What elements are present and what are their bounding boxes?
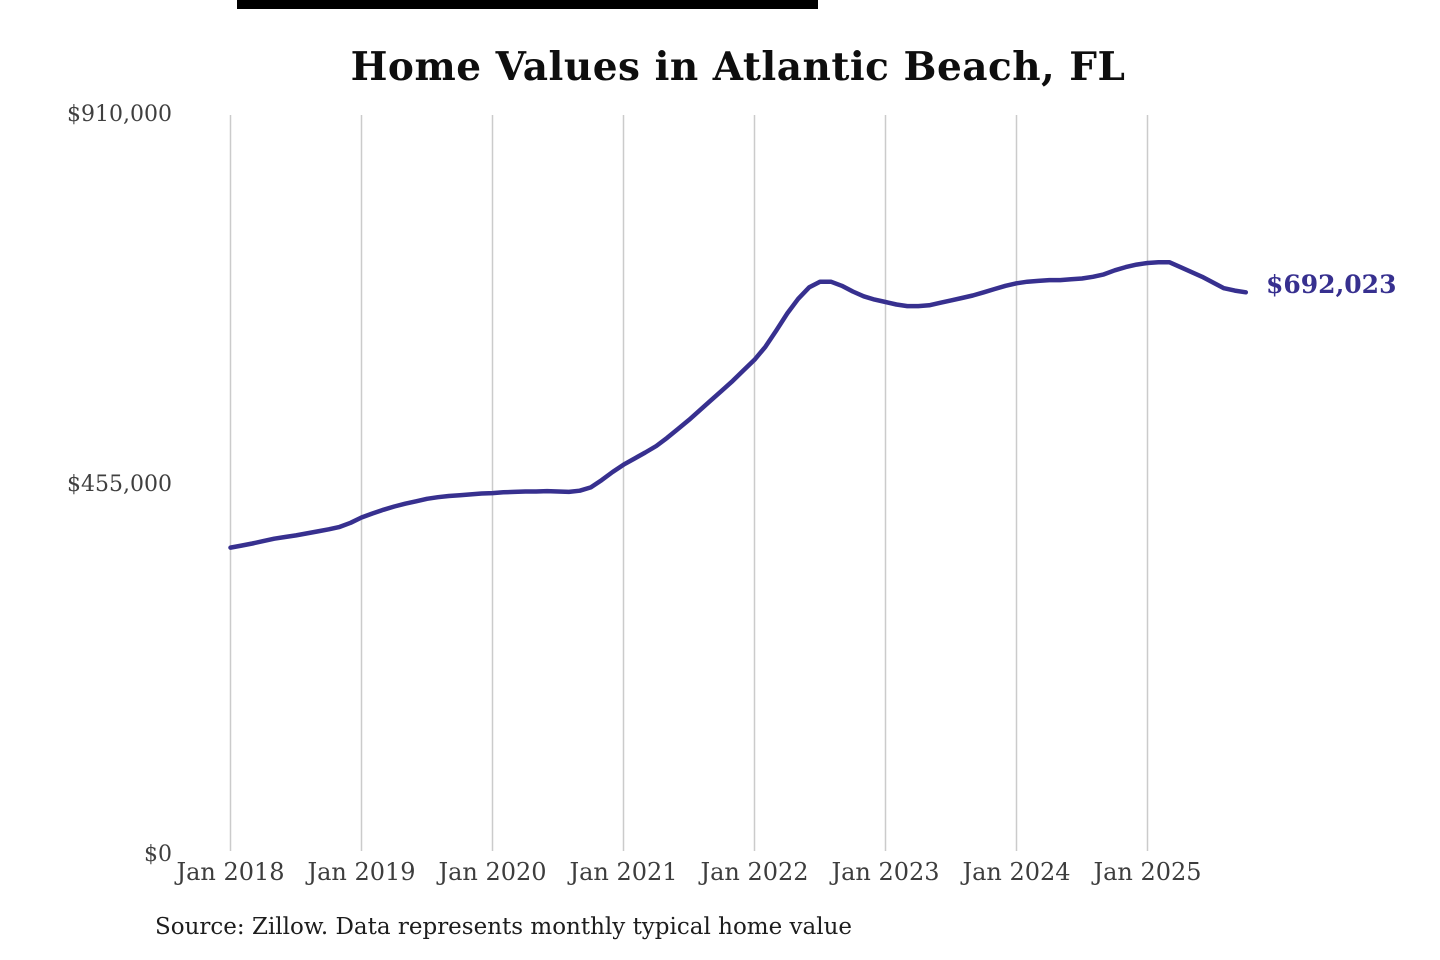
home-value-line: [228, 259, 1249, 550]
chart-title: Home Values in Atlantic Beach, FL: [350, 44, 1126, 90]
top-progress-bar: [237, 0, 818, 9]
x-axis-label: Jan 2024: [959, 858, 1070, 886]
latest-value-label: $692,023: [1266, 270, 1397, 299]
x-axis-label: Jan 2018: [173, 858, 284, 886]
x-axis-label: Jan 2022: [697, 858, 808, 886]
y-axis-label-0: $0: [144, 842, 172, 867]
y-axis-label-455000: $455,000: [67, 472, 172, 497]
y-axis-label-910000: $910,000: [67, 102, 172, 127]
x-axis-label: Jan 2021: [566, 858, 677, 886]
source-note: Source: Zillow. Data represents monthly …: [155, 914, 853, 940]
x-axis-label: Jan 2025: [1090, 858, 1201, 886]
x-axis-label: Jan 2023: [828, 858, 939, 886]
x-axis-label: Jan 2020: [435, 858, 546, 886]
x-axis-label: Jan 2019: [304, 858, 415, 886]
